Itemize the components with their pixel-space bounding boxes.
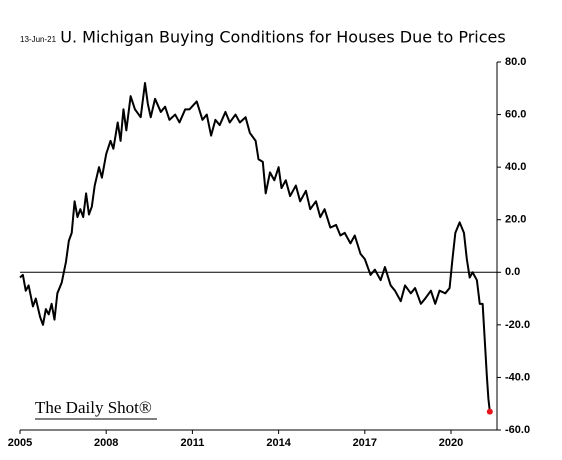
y-tick-label: 80.0 bbox=[505, 56, 526, 68]
x-tick-label: 2005 bbox=[8, 437, 32, 449]
x-tick-label: 2014 bbox=[266, 437, 291, 449]
y-tick-label: 20.0 bbox=[505, 214, 526, 226]
x-tick-label: 2011 bbox=[180, 437, 204, 449]
chart-title: U. Michigan Buying Conditions for Houses… bbox=[60, 28, 505, 47]
x-tick-label: 2008 bbox=[94, 437, 118, 449]
x-tick-label: 2020 bbox=[439, 437, 463, 449]
last-point bbox=[486, 408, 493, 415]
source-logo: The Daily Shot® bbox=[35, 398, 152, 417]
line bbox=[19, 82, 491, 412]
y-tick-label: 0.0 bbox=[505, 266, 520, 278]
x-tick-label: 2017 bbox=[353, 437, 377, 449]
y-tick-label: -40.0 bbox=[505, 371, 530, 383]
y-tick-label: 60.0 bbox=[505, 108, 526, 120]
y-tick-label: -60.0 bbox=[505, 424, 530, 436]
y-tick-label: -20.0 bbox=[505, 319, 530, 331]
chart-date: 13-Jun-21 bbox=[20, 35, 57, 44]
y-tick-label: 40.0 bbox=[505, 161, 526, 173]
